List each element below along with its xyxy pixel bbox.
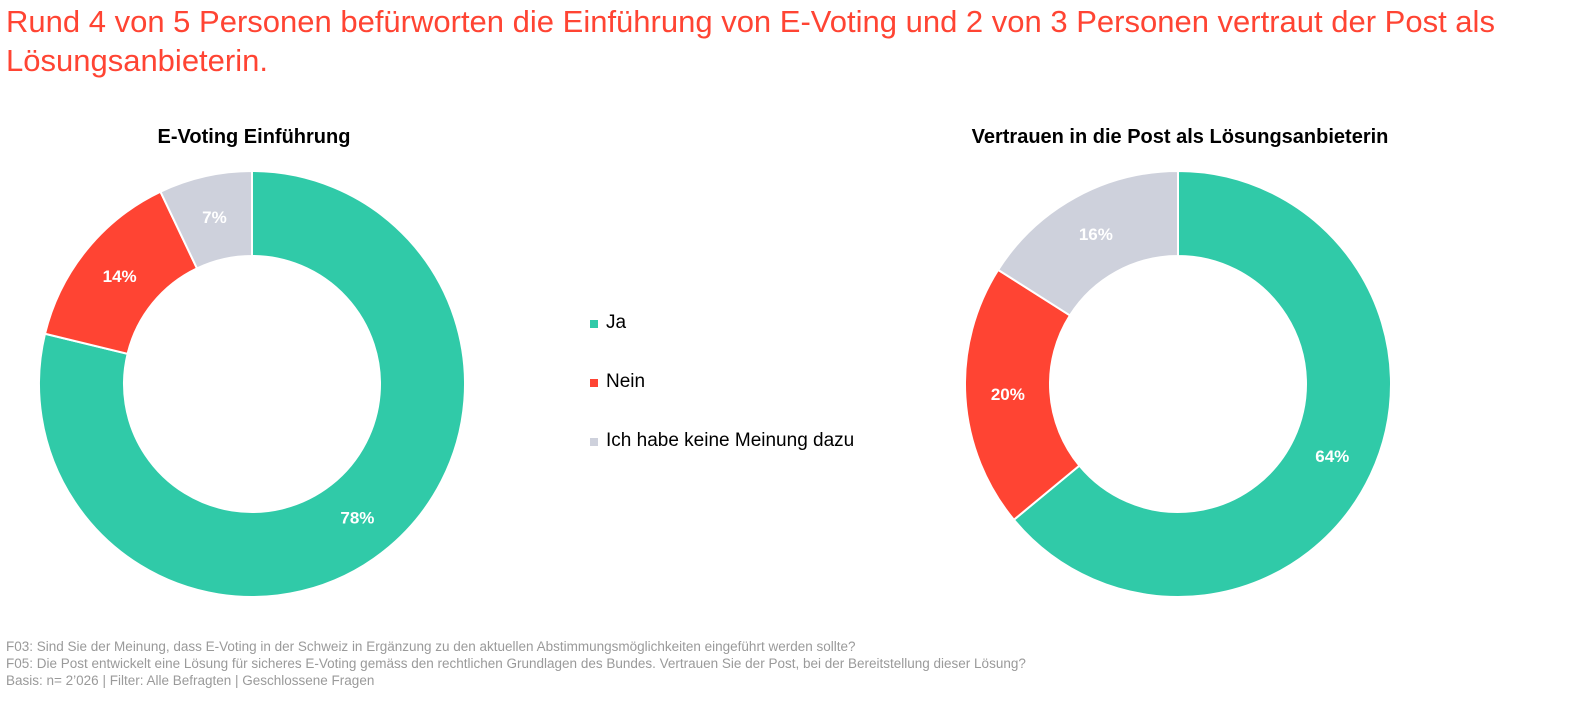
footnotes: F03: Sind Sie der Meinung, dass E-Voting… [6, 638, 1026, 689]
slice-evoting-ja [38, 169, 466, 598]
slice-vertrauen-nein [964, 268, 1081, 522]
slice-vertrauen-ich-habe-keine-meinung-dazu [996, 169, 1179, 317]
footnote-basis: Basis: n= 2’026 | Filter: Alle Befragten… [6, 673, 375, 688]
donut-chart-evoting: 78% 14% 7% [38, 169, 466, 598]
donut-chart-vertrauen: 64% 20% 16% [964, 169, 1392, 598]
data-label-evoting-ich-habe-keine-meinung-dazu: 7% [202, 208, 227, 227]
slice-vertrauen-ja [1012, 169, 1392, 598]
slice-evoting-ich-habe-keine-meinung-dazu [159, 169, 253, 270]
legend-label-ja: Ja [606, 312, 627, 333]
footnote-f03: F03: Sind Sie der Meinung, dass E-Voting… [6, 639, 856, 654]
legend-label-nein: Nein [606, 371, 646, 392]
data-label-vertrauen-ja: 64% [1315, 447, 1349, 466]
legend-swatch-keine-meinung [590, 438, 598, 446]
data-label-evoting-ja: 78% [340, 509, 374, 528]
chart-title-evoting: E-Voting Einführung [157, 126, 351, 148]
data-label-vertrauen-nein: 20% [991, 385, 1025, 404]
footnote-f05: F05: Die Post entwickelt eine Lösung für… [6, 656, 1026, 671]
data-label-evoting-nein: 14% [103, 267, 137, 286]
legend-label-keine-meinung: Ich habe keine Meinung dazu [606, 430, 855, 451]
headline: Rund 4 von 5 Personen befürworten die Ei… [6, 4, 1495, 78]
data-label-vertrauen-ich-habe-keine-meinung-dazu: 16% [1079, 225, 1113, 244]
legend-swatch-nein [590, 379, 598, 387]
chart-title-vertrauen: Vertrauen in die Post als Lösungsanbiete… [971, 126, 1389, 148]
legend-swatch-ja [590, 320, 598, 328]
